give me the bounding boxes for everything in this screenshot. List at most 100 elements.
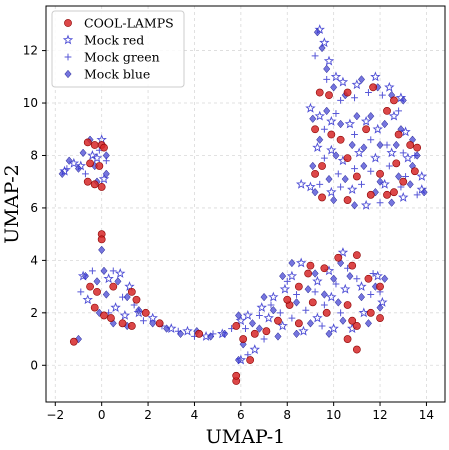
- circle-point: [334, 253, 343, 262]
- plus-point: [288, 314, 296, 322]
- star-point: [75, 160, 86, 171]
- legend-marker-plus: [64, 53, 72, 61]
- plus-point: [316, 180, 324, 188]
- diamond-point: [346, 271, 354, 281]
- star-point: [256, 302, 267, 313]
- circle-point: [95, 162, 104, 170]
- diamond-point: [332, 151, 340, 160]
- star-point: [347, 184, 358, 194]
- circle-point: [90, 303, 99, 312]
- circle-point: [394, 130, 403, 139]
- star-point: [217, 328, 228, 339]
- star-point: [268, 291, 279, 302]
- star-point: [295, 178, 307, 189]
- x-tick-label: 0: [98, 408, 106, 422]
- plus-point: [88, 267, 96, 275]
- diamond-point: [279, 271, 287, 281]
- star-point: [133, 307, 144, 318]
- series-mock-red: [59, 24, 427, 365]
- plus-point: [367, 136, 375, 144]
- star-point: [400, 126, 411, 137]
- star-point: [379, 178, 390, 189]
- diamond-point: [376, 177, 384, 186]
- circle-point: [362, 125, 371, 134]
- series-mock-green: [63, 52, 421, 359]
- star-point: [312, 275, 323, 286]
- star-point: [388, 110, 400, 121]
- plus-point: [283, 277, 291, 285]
- plus-point: [351, 94, 358, 102]
- circle-point: [232, 322, 241, 330]
- circle-point: [383, 190, 391, 199]
- star-point: [314, 110, 325, 121]
- diamond-point: [392, 140, 400, 150]
- legend-marker-star: [62, 34, 74, 45]
- circle-point: [118, 319, 127, 328]
- plus-point: [242, 325, 249, 332]
- circle-point: [343, 301, 352, 309]
- plus-point: [413, 191, 421, 199]
- star-point: [326, 186, 337, 197]
- star-point: [328, 323, 339, 333]
- circle-point: [352, 322, 361, 330]
- x-tick-label: −2: [46, 408, 64, 422]
- plus-point: [311, 288, 319, 296]
- star-point: [103, 273, 114, 284]
- star-point: [370, 152, 381, 163]
- circle-point: [343, 335, 352, 343]
- diamond-point: [309, 114, 317, 123]
- circle-point: [109, 282, 118, 291]
- plus-point: [119, 293, 126, 301]
- diamond-point: [337, 258, 345, 268]
- diamond-point: [102, 169, 110, 179]
- y-tick-label: 0: [30, 358, 38, 372]
- star-point: [372, 270, 383, 281]
- plus-point: [332, 110, 340, 117]
- circle-point: [390, 96, 398, 105]
- star-point: [235, 315, 247, 326]
- circle-point: [366, 190, 375, 199]
- circle-point: [86, 282, 94, 291]
- plus-point: [318, 322, 326, 330]
- circle-point: [127, 287, 136, 296]
- diamond-point: [93, 277, 101, 286]
- circle-point: [343, 88, 352, 97]
- circle-point: [406, 141, 415, 149]
- plus-point: [334, 170, 342, 178]
- x-tick-label: 14: [419, 408, 434, 422]
- star-point: [416, 171, 427, 181]
- diamond-point: [360, 143, 368, 152]
- circle-point: [262, 327, 271, 336]
- circle-point: [239, 335, 248, 343]
- diamond-point: [288, 258, 296, 268]
- circle-point: [86, 159, 94, 168]
- circle-point: [392, 159, 401, 168]
- circle-point: [343, 196, 352, 204]
- plus-point: [367, 291, 375, 298]
- circle-point: [283, 295, 292, 304]
- diamond-point: [102, 290, 110, 299]
- circle-point: [294, 319, 303, 328]
- star-point: [124, 281, 135, 292]
- circle-point: [83, 177, 92, 186]
- circle-point: [69, 337, 78, 346]
- diamond-point: [323, 106, 331, 116]
- circle-point: [83, 138, 92, 147]
- circle-point: [315, 88, 324, 97]
- star-point: [351, 79, 363, 90]
- circle-point: [93, 287, 101, 296]
- plus-point: [337, 183, 345, 191]
- circle-point: [410, 167, 419, 176]
- diamond-point: [351, 201, 359, 210]
- y-tick-label: 4: [30, 253, 38, 267]
- plus-point: [276, 309, 284, 317]
- circle-point: [306, 261, 315, 270]
- legend-label: Mock blue: [84, 67, 150, 82]
- star-point: [416, 184, 427, 194]
- diamond-point: [306, 319, 314, 328]
- y-axis-ticks: 0 2 4 6 8 10 12: [23, 44, 46, 372]
- diamond-point: [360, 161, 368, 171]
- circle-point: [352, 251, 361, 260]
- diamond-point: [353, 111, 361, 121]
- circle-point: [413, 143, 422, 152]
